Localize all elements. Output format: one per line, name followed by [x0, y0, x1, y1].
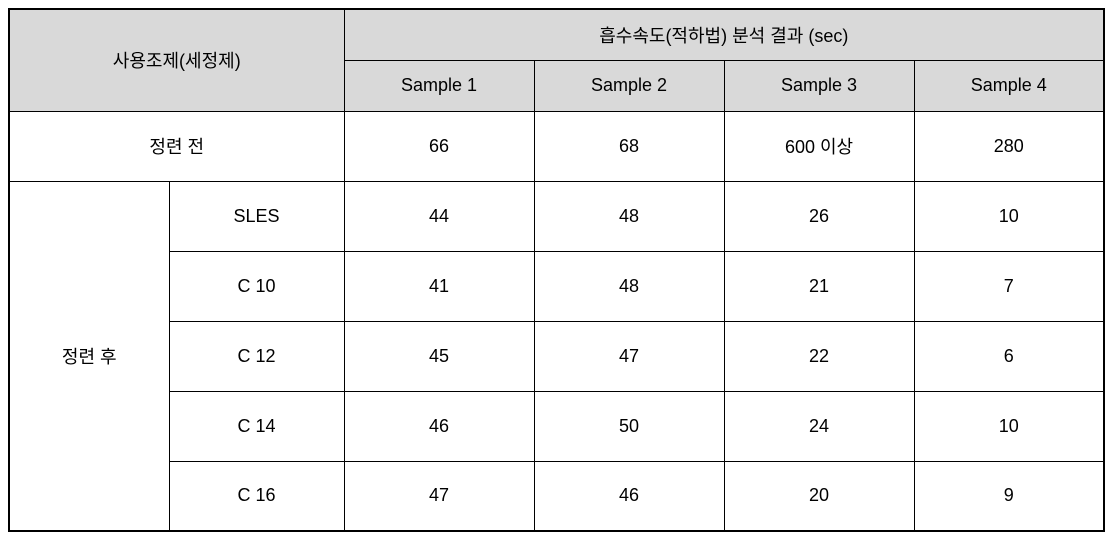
after-val-5-4: 9 — [914, 461, 1104, 531]
after-val-2-1: 41 — [344, 251, 534, 321]
before-label: 정련 전 — [9, 111, 344, 181]
after-agent-2: C 10 — [169, 251, 344, 321]
after-agent-5: C 16 — [169, 461, 344, 531]
before-val-2: 68 — [534, 111, 724, 181]
header-right-label: 흡수속도(적하법) 분석 결과 (sec) — [344, 9, 1104, 60]
after-val-2-4: 7 — [914, 251, 1104, 321]
before-row: 정련 전 66 68 600 이상 280 — [9, 111, 1104, 181]
after-val-4-1: 46 — [344, 391, 534, 461]
after-val-1-4: 10 — [914, 181, 1104, 251]
after-row-2: C 10 41 48 21 7 — [9, 251, 1104, 321]
after-val-3-1: 45 — [344, 321, 534, 391]
after-agent-1: SLES — [169, 181, 344, 251]
after-val-3-2: 47 — [534, 321, 724, 391]
after-val-4-4: 10 — [914, 391, 1104, 461]
after-val-2-2: 48 — [534, 251, 724, 321]
header-sample-1: Sample 1 — [344, 60, 534, 111]
after-val-5-1: 47 — [344, 461, 534, 531]
after-val-1-1: 44 — [344, 181, 534, 251]
before-val-3: 600 이상 — [724, 111, 914, 181]
after-row-1: 정련 후 SLES 44 48 26 10 — [9, 181, 1104, 251]
after-label: 정련 후 — [9, 181, 169, 531]
after-row-4: C 14 46 50 24 10 — [9, 391, 1104, 461]
after-val-1-2: 48 — [534, 181, 724, 251]
header-sample-2: Sample 2 — [534, 60, 724, 111]
after-val-4-2: 50 — [534, 391, 724, 461]
after-val-2-3: 21 — [724, 251, 914, 321]
header-sample-4: Sample 4 — [914, 60, 1104, 111]
after-agent-3: C 12 — [169, 321, 344, 391]
absorption-speed-table: 사용조제(세정제) 흡수속도(적하법) 분석 결과 (sec) Sample 1… — [8, 8, 1105, 532]
before-val-1: 66 — [344, 111, 534, 181]
after-val-3-3: 22 — [724, 321, 914, 391]
after-row-3: C 12 45 47 22 6 — [9, 321, 1104, 391]
after-row-5: C 16 47 46 20 9 — [9, 461, 1104, 531]
header-sample-3: Sample 3 — [724, 60, 914, 111]
after-val-4-3: 24 — [724, 391, 914, 461]
after-agent-4: C 14 — [169, 391, 344, 461]
after-val-3-4: 6 — [914, 321, 1104, 391]
before-val-4: 280 — [914, 111, 1104, 181]
after-val-5-2: 46 — [534, 461, 724, 531]
header-left-label: 사용조제(세정제) — [9, 9, 344, 111]
after-val-5-3: 20 — [724, 461, 914, 531]
after-val-1-3: 26 — [724, 181, 914, 251]
